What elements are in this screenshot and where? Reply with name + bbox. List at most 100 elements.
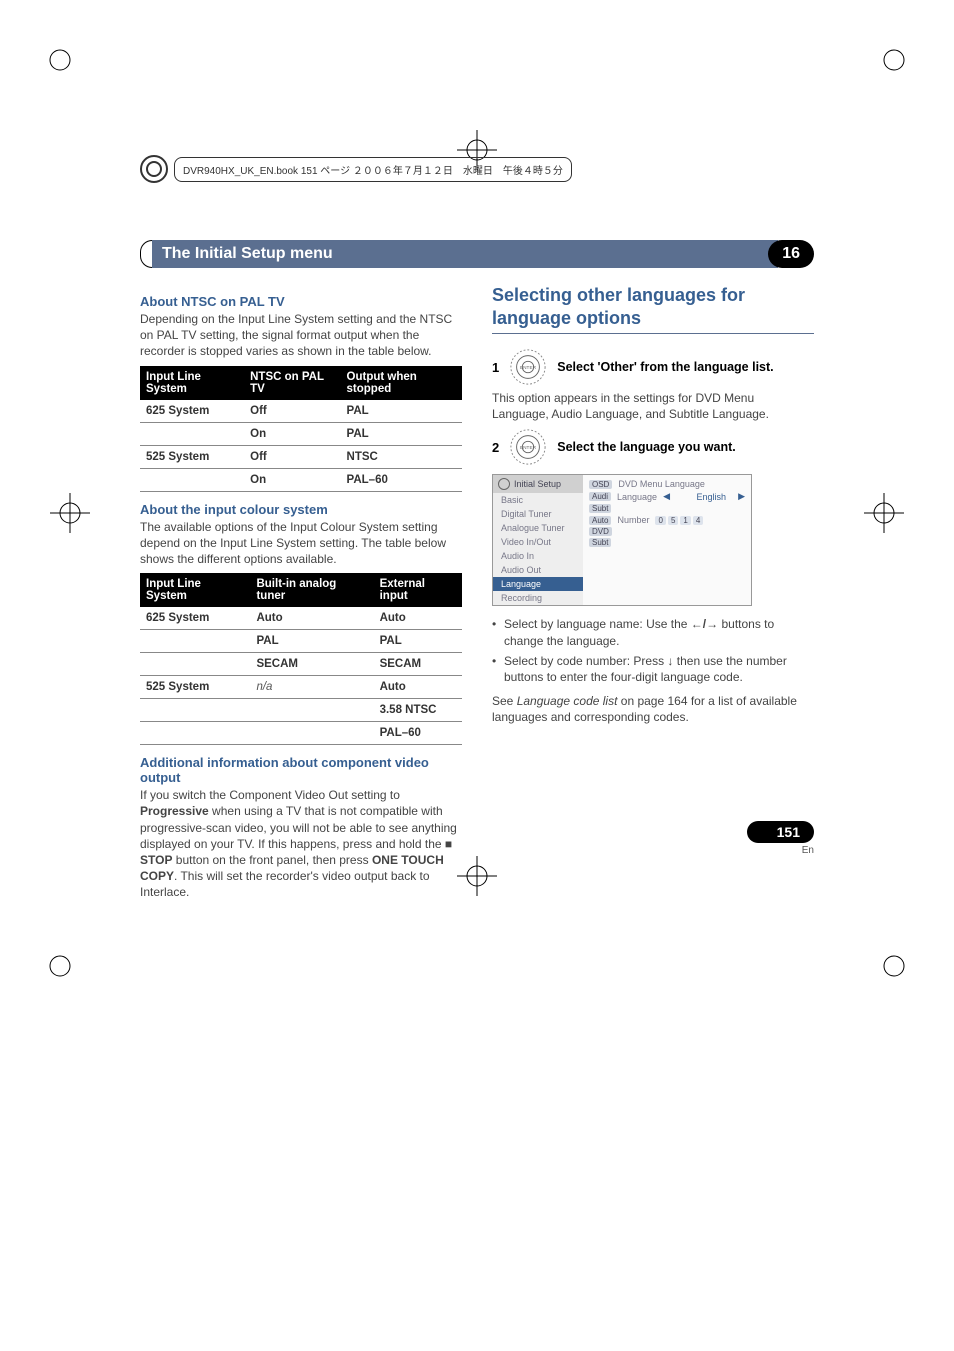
corner-ornament (869, 941, 919, 991)
osd-number-entry: 0514 (655, 515, 705, 525)
table-cell (140, 468, 244, 491)
table-header: NTSC on PAL TV (244, 366, 340, 400)
step-2: 2 ENTER Select the language you want. (492, 428, 814, 466)
table-cell: NTSC (341, 445, 462, 468)
osd-tag: Audi (589, 492, 611, 501)
table-cell: Off (244, 400, 340, 423)
table-header: Output when stopped (341, 366, 462, 400)
osd-side-item: Digital Tuner (493, 507, 583, 521)
table-cell (140, 630, 250, 653)
osd-digit: 5 (668, 516, 678, 525)
list-item: Select by code number: Press ↓ then use … (492, 653, 814, 685)
step-1: 1 ENTER Select 'Other' from the language… (492, 348, 814, 386)
osd-main: OSD DVD Menu Language Audi Language ◀ Englis… (583, 475, 751, 605)
table-cell (250, 722, 373, 745)
table-header: Built-in analog tuner (250, 573, 373, 607)
right-arrow-icon: ▶ (738, 491, 745, 502)
section-heading: Additional information about component v… (140, 755, 462, 785)
book-page-tag: DVR940HX_UK_EN.book 151 ページ ２００６年７月１２日 水… (140, 155, 572, 183)
table-cell: Auto (374, 607, 462, 630)
table-cell (140, 699, 250, 722)
enter-button-icon: ENTER (509, 428, 547, 466)
left-arrow-icon: ◀ (663, 491, 670, 502)
text-run: See (492, 694, 517, 708)
osd-tag: OSD (589, 480, 612, 489)
osd-tag: Subt (589, 504, 611, 513)
svg-text:ENTER: ENTER (520, 445, 537, 451)
osd-digit: 1 (680, 516, 690, 525)
osd-main-title: DVD Menu Language (618, 479, 705, 489)
text-run: If you switch the Component Video Out se… (140, 788, 400, 802)
osd-digit: 0 (655, 516, 665, 525)
left-right-arrow-icon: ←/→ (691, 617, 718, 631)
text-run: Select by code number: Press (504, 654, 667, 668)
table-cell: 625 System (140, 607, 250, 630)
section-rule (492, 333, 814, 334)
step-number: 1 (492, 360, 499, 375)
registration-mark (50, 493, 90, 533)
table-cell: PAL (341, 400, 462, 423)
table-cell (140, 722, 250, 745)
chapter-number: 16 (768, 240, 814, 268)
corner-ornament (35, 941, 85, 991)
table-cell: PAL (250, 630, 373, 653)
bullet-list: Select by language name: Use the ←/→ but… (492, 616, 814, 685)
table-cell: 3.58 NTSC (374, 699, 462, 722)
page-number: 151 (747, 821, 814, 843)
body-text: If you switch the Component Video Out se… (140, 787, 462, 900)
body-text: This option appears in the settings for … (492, 390, 814, 422)
table-header: Input Line System (140, 573, 250, 607)
table-cell: PAL (374, 630, 462, 653)
ntsc-pal-table: Input Line System NTSC on PAL TV Output … (140, 366, 462, 492)
table-cell: 625 System (140, 400, 244, 423)
osd-tag: DVD (589, 527, 612, 536)
osd-value: English (697, 492, 727, 502)
chapter-title: The Initial Setup menu (152, 240, 778, 268)
section-heading: About the input colour system (140, 502, 462, 517)
osd-menu-screenshot: Initial Setup Basic Digital Tuner Analog… (492, 474, 752, 606)
osd-sidebar: Initial Setup Basic Digital Tuner Analog… (493, 475, 583, 605)
text-run: . This will set the recorder's video out… (140, 869, 430, 899)
table-cell: On (244, 468, 340, 491)
table-cell (140, 422, 244, 445)
left-column: About NTSC on PAL TV Depending on the In… (140, 284, 462, 906)
osd-tag: Auto (589, 516, 611, 525)
text-run: Select by language name: Use the (504, 617, 691, 631)
page-number-block: 151 En (747, 821, 814, 856)
table-cell: PAL (341, 422, 462, 445)
input-colour-table: Input Line System Built-in analog tuner … (140, 573, 462, 745)
osd-digit: 4 (693, 516, 703, 525)
corner-ornament (35, 35, 85, 85)
text-italic: Language code list (517, 694, 618, 708)
title-cap (140, 240, 152, 268)
table-cell: 525 System (140, 676, 250, 699)
table-cell: PAL–60 (374, 722, 462, 745)
section-title: Selecting other languages for language o… (492, 284, 814, 329)
step-label: Select 'Other' from the language list. (557, 360, 773, 374)
chapter-title-bar: The Initial Setup menu 16 (140, 240, 814, 268)
osd-header: Initial Setup (493, 475, 583, 493)
osd-side-item: Audio Out (493, 563, 583, 577)
osd-side-item: Audio In (493, 549, 583, 563)
table-cell: On (244, 422, 340, 445)
osd-label: Language (617, 492, 657, 502)
table-cell: SECAM (250, 653, 373, 676)
list-item: Select by language name: Use the ←/→ but… (492, 616, 814, 648)
corner-ornament (869, 35, 919, 85)
table-cell (140, 653, 250, 676)
osd-side-item: Basic (493, 493, 583, 507)
registration-mark (457, 856, 497, 896)
table-cell: PAL–60 (341, 468, 462, 491)
table-cell: 525 System (140, 445, 244, 468)
osd-side-item: Recording (493, 591, 583, 605)
body-text: Depending on the Input Line System setti… (140, 311, 462, 360)
book-tag-text: DVR940HX_UK_EN.book 151 ページ ２００６年７月１２日 水… (174, 157, 572, 182)
text-run: button on the front panel, then press (172, 853, 371, 867)
section-heading: About NTSC on PAL TV (140, 294, 462, 309)
osd-tag: Subt (589, 538, 611, 547)
table-cell (250, 699, 373, 722)
registration-mark (864, 493, 904, 533)
table-cell: n/a (250, 676, 373, 699)
table-header: Input Line System (140, 366, 244, 400)
table-cell: Auto (374, 676, 462, 699)
